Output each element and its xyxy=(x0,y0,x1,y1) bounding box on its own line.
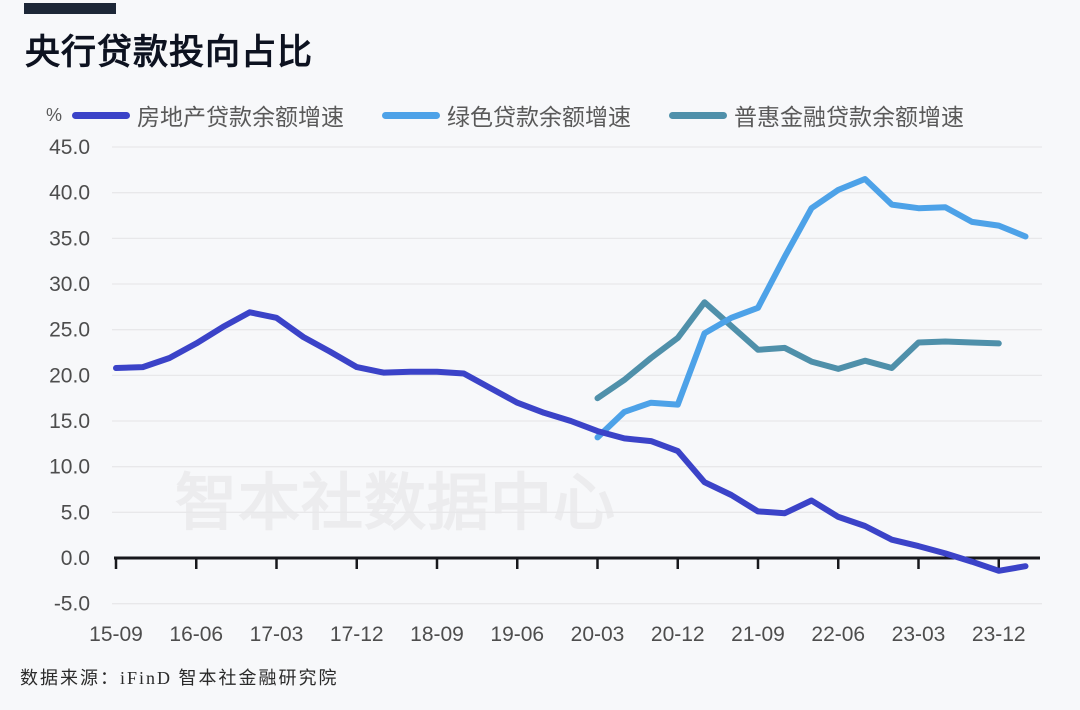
x-axis-tick-label: 17-12 xyxy=(330,623,384,646)
series-line-1 xyxy=(594,176,1029,441)
y-axis-tick-label: 25.0 xyxy=(49,319,90,342)
inclusive-finance-line-swatch xyxy=(669,111,728,119)
y-axis-tick-label: 10.0 xyxy=(49,456,90,479)
y-axis-tick-label: 5.0 xyxy=(61,501,90,524)
data-source: 数据来源：iFinD 智本社金融研究院 xyxy=(20,668,339,688)
y-axis-tick-label: 45.0 xyxy=(49,136,90,159)
legend-label-green-loans: 绿色贷款余额增速 xyxy=(447,104,632,130)
real-estate-line-swatch xyxy=(72,111,131,119)
y-axis-tick-label: 30.0 xyxy=(49,273,90,296)
x-axis-tick-label: 18-09 xyxy=(410,623,464,646)
title-accent-bar xyxy=(24,3,116,14)
x-axis-tick-label: 23-12 xyxy=(972,623,1026,646)
x-axis-tick-label: 20-03 xyxy=(571,623,625,646)
x-axis-tick-label: 20-12 xyxy=(651,623,705,646)
x-axis-tick-label: 19-06 xyxy=(490,623,544,646)
x-axis-tick-label: 17-03 xyxy=(250,623,304,646)
x-axis-tick-label: 21-09 xyxy=(731,623,785,646)
legend-label-inclusive-finance: 普惠金融贷款余额增速 xyxy=(734,104,965,130)
legend-item-inclusive-finance: 普惠金融贷款余额增速 xyxy=(669,98,964,132)
series-line-2 xyxy=(594,299,1002,402)
green-loans-line-swatch xyxy=(382,111,441,119)
chart-legend: % 房地产贷款余额增速 绿色贷款余额增速 普惠金融贷款余额增速 xyxy=(46,100,1056,130)
y-axis-tick-label: 20.0 xyxy=(49,364,90,387)
y-axis-unit-label: % xyxy=(46,104,63,125)
x-axis-tick-label: 23-03 xyxy=(892,623,946,646)
legend-label-real-estate: 房地产贷款余额增速 xyxy=(137,104,345,130)
y-axis-tick-label: -5.0 xyxy=(54,593,90,616)
x-axis-tick-label: 16-06 xyxy=(169,623,223,646)
legend-item-green-loans: 绿色贷款余额增速 xyxy=(382,98,631,132)
series-line-0 xyxy=(113,309,1029,574)
y-axis-tick-label: 15.0 xyxy=(49,410,90,433)
x-axis-tick-label: 15-09 xyxy=(89,623,143,646)
legend-item-real-estate: 房地产贷款余额增速 xyxy=(72,98,344,132)
y-axis-tick-label: 35.0 xyxy=(49,227,90,250)
page-title: 央行贷款投向占比 xyxy=(25,33,314,72)
x-axis-tick-label: 22-06 xyxy=(811,623,865,646)
y-axis-tick-label: 0.0 xyxy=(61,547,90,570)
y-axis-tick-label: 40.0 xyxy=(49,182,90,205)
